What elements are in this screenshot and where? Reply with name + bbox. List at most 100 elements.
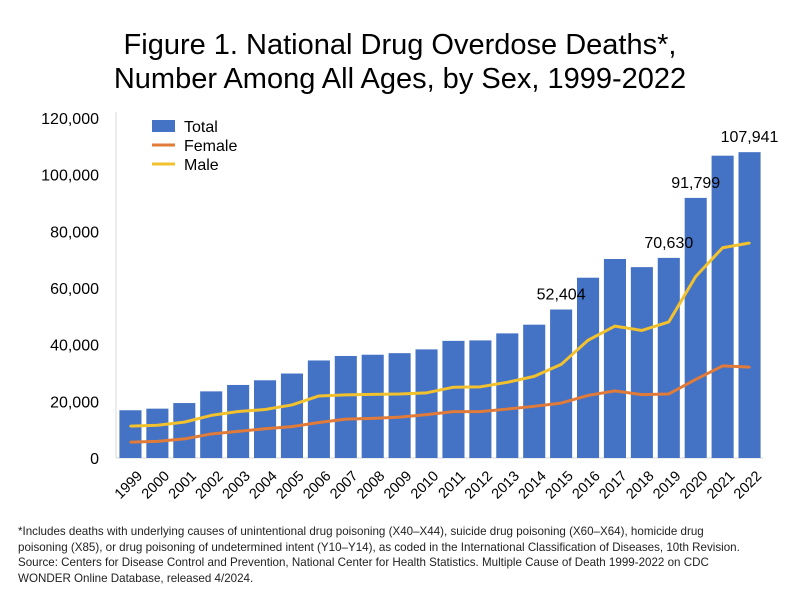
x-tick-label: 1999 bbox=[112, 468, 146, 502]
x-tick-label: 2015 bbox=[543, 468, 577, 502]
point-female-2003 bbox=[236, 430, 240, 433]
legend-label-male: Male bbox=[184, 157, 219, 174]
x-tick-label: 2007 bbox=[327, 468, 361, 502]
point-female-2009 bbox=[398, 415, 401, 419]
x-tick-label: 2004 bbox=[247, 468, 281, 502]
point-female-2019 bbox=[667, 392, 670, 396]
y-tick-label: 0 bbox=[90, 451, 99, 468]
footnote: *Includes deaths with underlying causes … bbox=[18, 524, 788, 586]
point-female-2011 bbox=[452, 410, 455, 413]
point-male-2003 bbox=[236, 410, 240, 413]
bar-total-2003 bbox=[227, 384, 250, 458]
point-female-2014 bbox=[533, 405, 536, 408]
bar-total-2000 bbox=[146, 408, 169, 458]
legend-label-total: Total bbox=[184, 119, 218, 136]
point-male-1999 bbox=[129, 424, 132, 428]
x-tick-label: 2022 bbox=[731, 468, 765, 502]
y-tick-label: 120,000 bbox=[41, 111, 99, 128]
y-tick-label: 20,000 bbox=[50, 394, 99, 411]
point-female-2002 bbox=[210, 432, 213, 436]
legend-label-female: Female bbox=[184, 138, 237, 155]
point-female-2004 bbox=[263, 427, 267, 431]
point-female-2012 bbox=[479, 410, 482, 413]
footnote-line: poisoning (X85), or drug poisoning of un… bbox=[18, 540, 740, 554]
footnote-line: WONDER Online Database, released 4/2024. bbox=[18, 571, 254, 585]
bar-total-2008 bbox=[361, 354, 384, 458]
x-tick-label: 2012 bbox=[462, 468, 496, 502]
footnote-line: *Includes deaths with underlying causes … bbox=[18, 525, 704, 538]
bar-total-2007 bbox=[334, 355, 357, 458]
point-male-2002 bbox=[210, 414, 213, 417]
x-tick-label: 2002 bbox=[193, 468, 227, 502]
point-male-2017 bbox=[613, 324, 617, 328]
bar-total-2022 bbox=[738, 152, 761, 458]
chart-plot: 0 20,000 40,000 60,000 80,000 100,000 120,000 1… bbox=[41, 111, 778, 502]
point-male-2010 bbox=[425, 391, 428, 395]
point-male-2016 bbox=[586, 339, 590, 342]
y-tick-label: 80,000 bbox=[50, 224, 99, 241]
chart-title-line-1: Figure 1. National Drug Overdose Deaths*… bbox=[123, 29, 677, 61]
point-female-1999 bbox=[129, 440, 132, 444]
y-tick-label: 60,000 bbox=[50, 281, 99, 298]
bar-total-1999 bbox=[119, 410, 142, 458]
point-female-2021 bbox=[721, 364, 724, 368]
bar-total-2017 bbox=[603, 258, 626, 458]
x-tick-label: 2018 bbox=[623, 468, 657, 502]
line-male bbox=[130, 241, 750, 428]
point-male-2004 bbox=[263, 408, 267, 411]
data-label: 52,404 bbox=[537, 287, 586, 304]
point-female-2000 bbox=[156, 440, 159, 443]
bar-total-2005 bbox=[280, 373, 303, 458]
x-tick-label: 2021 bbox=[704, 468, 738, 502]
point-male-2006 bbox=[317, 394, 321, 398]
point-male-2007 bbox=[344, 393, 347, 397]
x-tick-label: 2010 bbox=[408, 468, 442, 502]
point-male-2015 bbox=[559, 363, 563, 366]
point-female-2010 bbox=[425, 413, 428, 416]
bar-total-2013 bbox=[496, 333, 519, 458]
bar-total-2020 bbox=[684, 197, 707, 458]
bar-total-2012 bbox=[469, 340, 492, 458]
x-tick-label: 2017 bbox=[596, 468, 630, 502]
point-male-2013 bbox=[506, 381, 509, 384]
point-female-2008 bbox=[371, 417, 374, 420]
x-tick-label: 2001 bbox=[166, 468, 200, 502]
point-female-2013 bbox=[506, 407, 509, 411]
point-male-2009 bbox=[398, 392, 401, 396]
point-male-2001 bbox=[183, 420, 186, 424]
bar-total-2002 bbox=[200, 391, 223, 458]
bar-total-2014 bbox=[523, 324, 546, 458]
x-tick-label: 2006 bbox=[300, 468, 334, 502]
bar-total-2001 bbox=[173, 403, 196, 458]
x-tick-label: 2014 bbox=[516, 468, 550, 502]
x-tick-label: 2003 bbox=[220, 468, 254, 502]
x-tick-label: 2019 bbox=[650, 468, 684, 502]
point-male-2005 bbox=[290, 403, 294, 407]
point-female-2016 bbox=[586, 394, 590, 397]
chart-title-line-2: Number Among All Ages, by Sex, 1999-2022 bbox=[113, 63, 687, 95]
point-male-2019 bbox=[667, 320, 670, 324]
point-male-2018 bbox=[640, 329, 644, 332]
footnote-line: Source: Centers for Disease Control and … bbox=[18, 556, 709, 569]
bar-total-2018 bbox=[630, 267, 653, 458]
bar-total-2010 bbox=[415, 349, 438, 458]
x-tick-label: 2009 bbox=[381, 468, 415, 502]
x-tick-label: 2000 bbox=[139, 468, 173, 502]
bar-total-2009 bbox=[388, 353, 411, 458]
point-female-2020 bbox=[694, 378, 697, 381]
point-male-2022 bbox=[748, 241, 751, 245]
point-male-2021 bbox=[721, 246, 724, 249]
point-male-2014 bbox=[533, 375, 536, 378]
x-tick-label: 2013 bbox=[489, 468, 523, 502]
point-female-2015 bbox=[559, 401, 563, 405]
point-female-2007 bbox=[344, 417, 347, 421]
point-female-2005 bbox=[290, 425, 294, 428]
y-tick-label: 100,000 bbox=[41, 168, 99, 185]
bar-total-2006 bbox=[307, 360, 330, 458]
x-tick-label: 2020 bbox=[677, 468, 711, 502]
legend-swatch-total bbox=[152, 120, 175, 132]
x-tick-label: 2005 bbox=[273, 468, 307, 502]
point-female-2006 bbox=[317, 421, 321, 424]
bar-total-2011 bbox=[442, 340, 465, 458]
